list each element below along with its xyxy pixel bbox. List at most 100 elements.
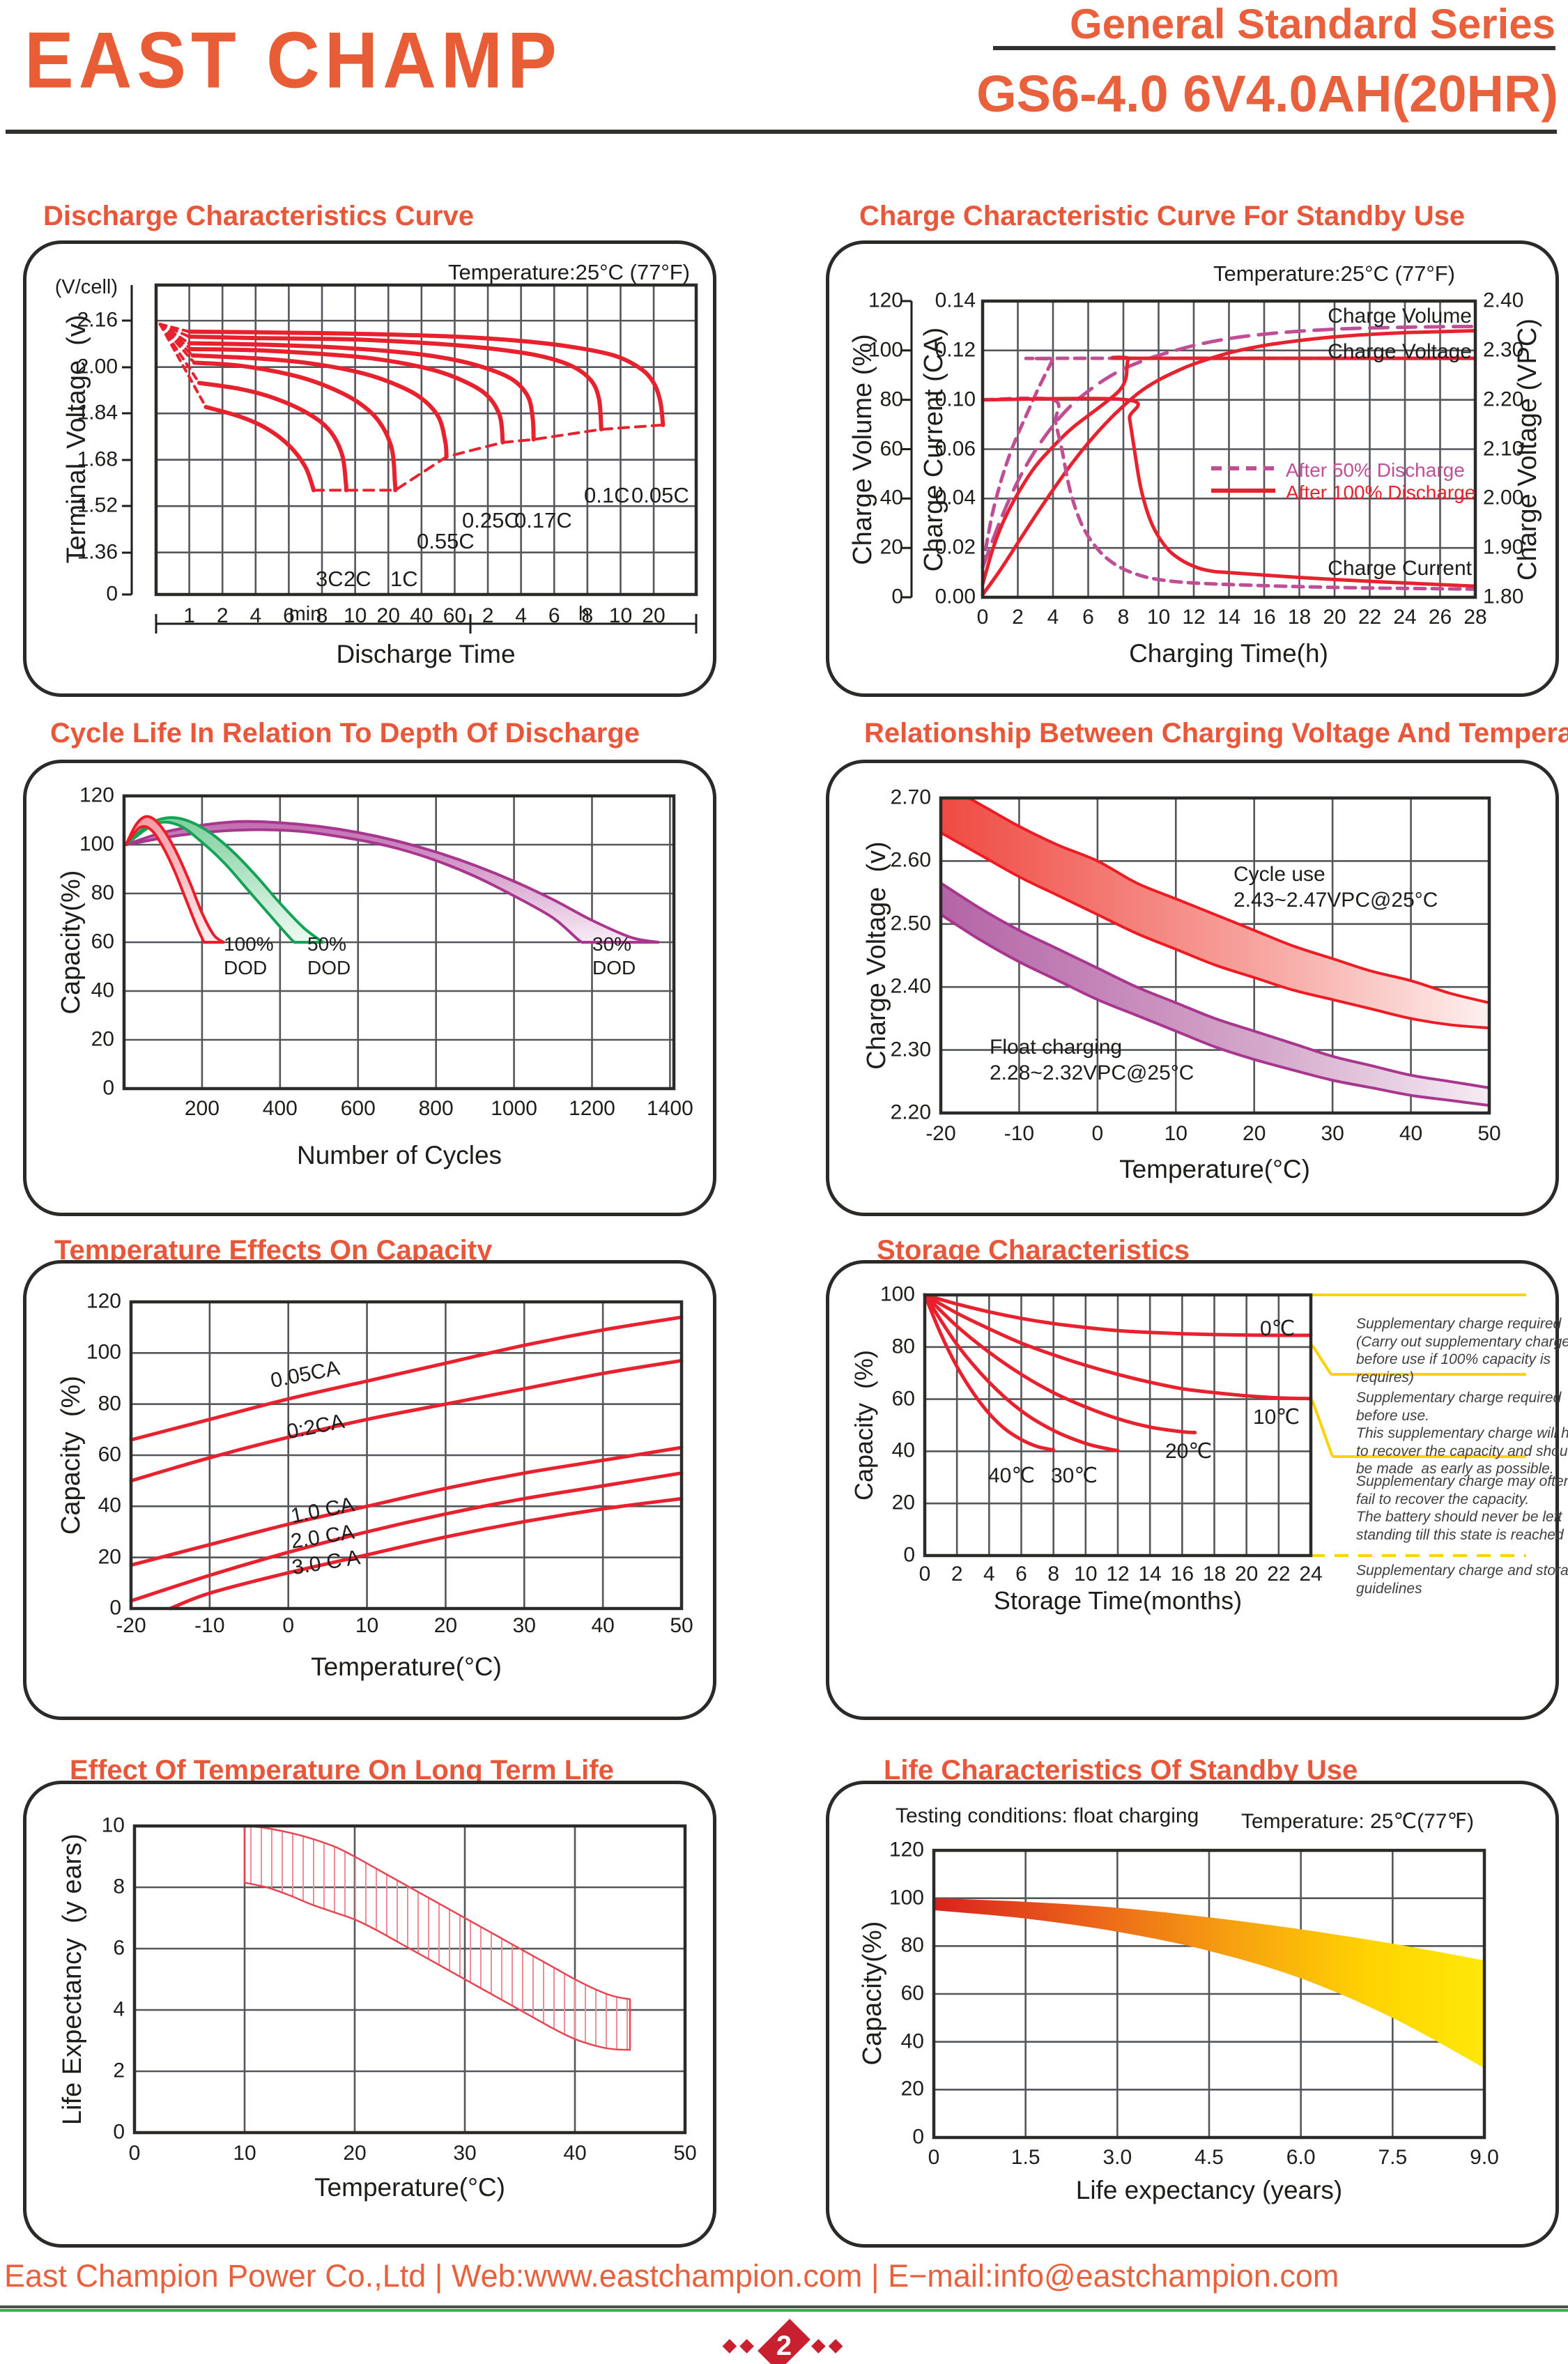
chart-text: Capacity(%) <box>56 870 86 1015</box>
x-tick-label: 30 <box>512 1614 536 1637</box>
chart-text: Charge Volume <box>1328 305 1472 328</box>
chart-text: Life expectancy (years) <box>1075 2176 1343 2204</box>
chart-title-cycle-life: Cycle Life In Relation To Depth Of Disch… <box>50 718 640 749</box>
chart-title-long-term: Effect Of Temperature On Long Term Life <box>70 1755 614 1786</box>
x-tick-label: -10 <box>1004 1122 1035 1145</box>
y-tick-label: 0.10 <box>935 387 976 411</box>
x-tick-label: 12 <box>1182 606 1206 629</box>
x-tick-label: 6 <box>1082 606 1094 629</box>
y-tick-label: 1.80 <box>1483 585 1524 608</box>
diamond-ornament-right: ◆◆ <box>811 2334 846 2356</box>
x-tick-label: 9.0 <box>1470 2146 1499 2169</box>
x-tick-label: 4 <box>249 604 262 627</box>
y-tick-label: 80 <box>879 387 903 411</box>
series-1C <box>192 360 398 493</box>
x-tick-label: 4 <box>1047 606 1059 629</box>
chart-text: 0.1C <box>584 483 630 507</box>
footer-rule-gray <box>0 2305 1568 2308</box>
band-standby-life-band <box>934 1898 1484 2068</box>
series-0C <box>923 1293 1313 1337</box>
series-charge-current-100 <box>981 397 1477 588</box>
chart-text: Temperature: 25℃(77℉) <box>1240 1810 1474 1833</box>
chart-text: Testing conditions: float charging <box>896 1804 1199 1827</box>
chart-text: 30℃ <box>1051 1464 1098 1487</box>
chart-text: Supplementary charge and storage guideli… <box>1356 1563 1568 1597</box>
y-tick-label: 120 <box>86 1289 121 1313</box>
x-tick-label: 0 <box>976 606 989 629</box>
x-tick-label: 50 <box>673 2142 697 2165</box>
chart-text: Capacity (%) <box>850 1349 879 1501</box>
y-tick-label: 100 <box>86 1341 121 1365</box>
x-tick-label: 14 <box>1217 606 1241 629</box>
chart-text: Temperature(°C) <box>311 1652 502 1681</box>
y-tick-label: 0.02 <box>935 535 976 559</box>
chart-title-discharge: Discharge Characteristics Curve <box>43 201 475 231</box>
y-tick-label: 40 <box>91 978 114 1002</box>
x-tick-label: -10 <box>194 1614 225 1637</box>
y-tick-label: 60 <box>879 437 903 461</box>
chart-text: 20℃ <box>1165 1440 1213 1463</box>
x-tick-label: 8 <box>1117 606 1130 629</box>
y-tick-label: 2.00 <box>77 355 118 378</box>
chart-text: 40℃ <box>988 1464 1036 1487</box>
chart-canvas-c5 <box>129 1300 684 1611</box>
y-tick-label: 120 <box>889 1838 924 1862</box>
series-charge-volume-100 <box>981 329 1477 597</box>
series-charge-volume-50 <box>981 324 1477 569</box>
x-tick-label: 7.5 <box>1378 2146 1408 2169</box>
series-charge-current-50 <box>981 396 1477 591</box>
x-tick-label: 8 <box>316 604 328 627</box>
header-rule <box>6 130 1557 134</box>
chart-text: Discharge Time <box>336 640 516 668</box>
panel-life-standby-use: 0 1.5 3.0 4.5 6.0 7.5 9.0 120 100 80 60 40 20 0 Testin… <box>826 1781 1559 2248</box>
band-float-charging-band <box>941 882 1489 1107</box>
model-number: GS6-4.0 6V4.0AH(20HR) <box>976 65 1558 123</box>
series-title: General Standard Series <box>1070 1 1555 47</box>
chart-text: Supplementary charge may often fail to r… <box>1356 1473 1568 1543</box>
band-dod-30 <box>124 820 660 944</box>
chart-text: Charging Time(h) <box>1129 639 1328 668</box>
x-tick-label: 20 <box>1323 606 1346 629</box>
x-tick-label: 2 <box>216 604 229 627</box>
x-tick-label: 6 <box>283 604 295 627</box>
y-tick-label: 4 <box>113 1997 125 2021</box>
y-tick-label: 20 <box>891 1491 915 1514</box>
band-dod-50 <box>124 816 325 944</box>
band-dod-100 <box>124 815 225 944</box>
x-tick-label: 4 <box>983 1563 995 1586</box>
y-tick-label: 40 <box>98 1494 121 1518</box>
x-tick-label: 2 <box>1012 606 1024 629</box>
x-tick-label: 0 <box>1091 1122 1104 1145</box>
x-tick-label: 20 <box>433 1614 458 1637</box>
chart-text: Temperature:25°C (77°F) <box>448 260 690 284</box>
y-tick-label: 0.04 <box>935 486 976 510</box>
y-tick-label: 0 <box>109 1596 121 1620</box>
y-tick-label: 120 <box>79 783 114 807</box>
x-tick-label: 40 <box>591 1614 615 1637</box>
x-tick-label: 800 <box>418 1097 454 1120</box>
panel-cycle-life: 200 400 600 800 1000 1200 1400 120 100 80 60 40 20 0 1… <box>23 760 716 1216</box>
chart-text: Number of Cycles <box>296 1141 502 1169</box>
series-3C <box>203 405 316 493</box>
x-tick-label: 400 <box>262 1097 298 1120</box>
series-20C <box>923 1293 1197 1434</box>
chart-text: 2C <box>344 567 371 591</box>
chart-text: Temperature(°C) <box>1119 1155 1310 1183</box>
chart-title-standby-life: Life Characteristics Of Standby Use <box>884 1755 1358 1786</box>
chart-text: Capacity (%) <box>56 1375 86 1535</box>
x-tick-label: 0 <box>928 2146 940 2169</box>
x-tick-label: 16 <box>1170 1563 1194 1586</box>
x-tick-label: -20 <box>925 1122 956 1145</box>
x-tick-label: 20 <box>343 2142 367 2165</box>
chart-text: 50% DOD <box>307 933 351 979</box>
footer-rule-green <box>0 2309 1568 2312</box>
x-tick-label: 1.5 <box>1010 2146 1040 2169</box>
y-tick-label: 20 <box>900 2078 924 2101</box>
band-life-band <box>243 1825 631 2051</box>
x-tick-label: 10 <box>1146 606 1171 629</box>
series-2.0CA <box>129 1471 684 1603</box>
company-logo: EAST CHAMP <box>24 16 562 105</box>
x-tick-label: 60 <box>443 604 467 627</box>
y-tick-label: 2.30 <box>890 1038 931 1061</box>
y-tick-label: 2.00 <box>1483 486 1524 510</box>
